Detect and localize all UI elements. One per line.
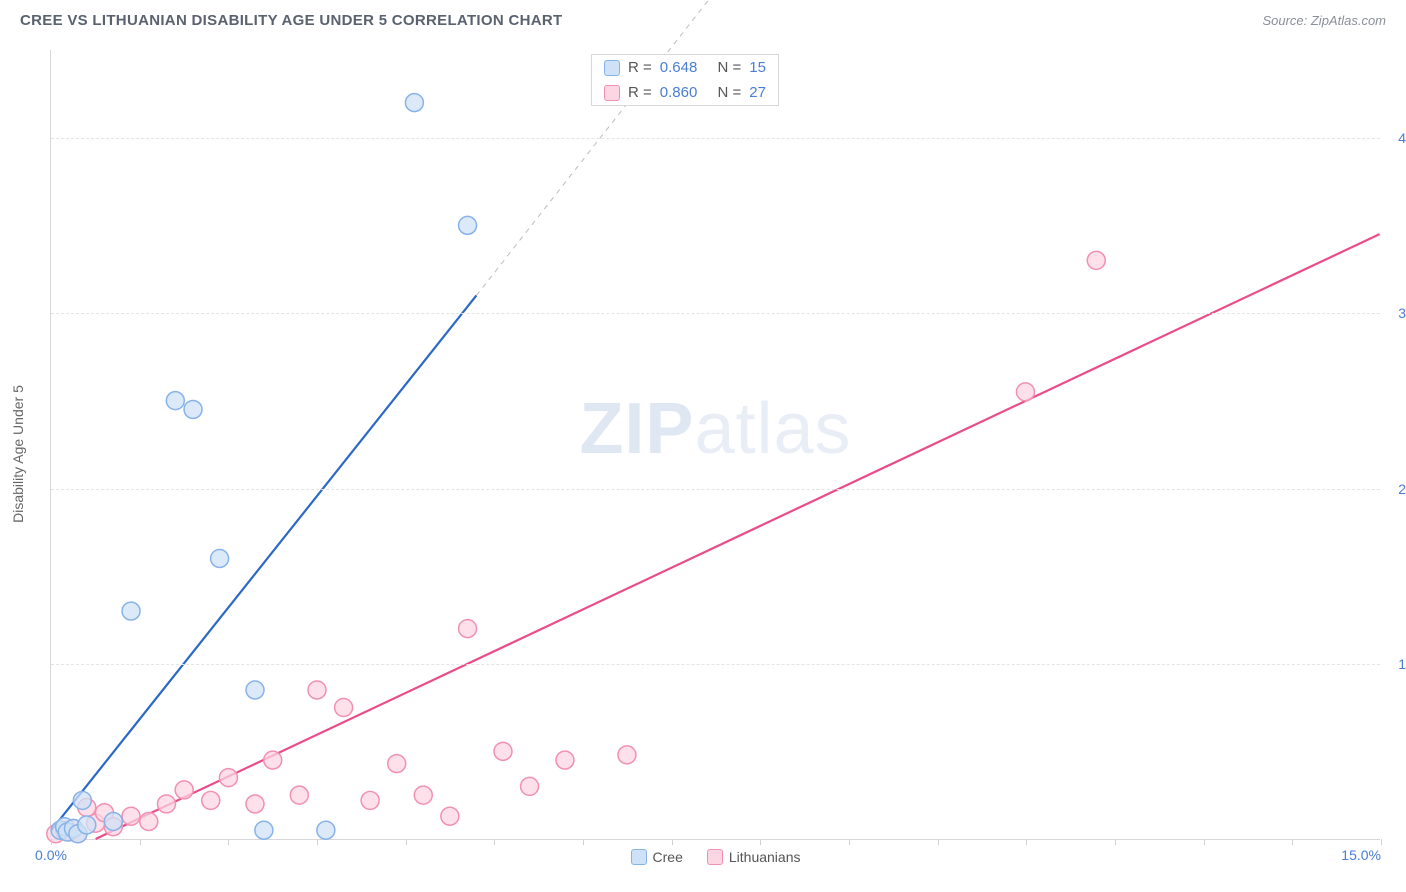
x-end-label: 15.0% [1341,847,1381,863]
r-label: R = [628,84,652,101]
x-tick [51,839,52,845]
x-tick [760,839,761,845]
gridline [51,664,1380,665]
x-tick [1026,839,1027,845]
legend-cree-label: Cree [653,849,683,865]
stats-row-lithuanians: R = 0.860 N = 27 [592,80,778,105]
x-tick [317,839,318,845]
cree-r-value: 0.648 [660,59,698,76]
correlation-stats-box: R = 0.648 N = 15 R = 0.860 N = 27 [591,54,779,106]
x-tick [228,839,229,845]
r-label: R = [628,59,652,76]
x-tick [583,839,584,845]
legend-item-cree: Cree [631,849,683,865]
x-tick [1381,839,1382,845]
legend-lithuanians-label: Lithuanians [729,849,801,865]
n-label: N = [717,59,741,76]
y-tick-label: 30.0% [1398,305,1406,321]
x-origin-label: 0.0% [35,847,67,863]
stats-row-cree: R = 0.648 N = 15 [592,55,778,80]
legend-item-lithuanians: Lithuanians [707,849,801,865]
scatter-plot-svg [51,50,1380,839]
lithuanians-legend-swatch-icon [707,849,723,865]
x-tick [849,839,850,845]
y-tick-label: 20.0% [1398,481,1406,497]
x-tick [494,839,495,845]
x-tick [1204,839,1205,845]
gridline [51,313,1380,314]
bottom-legend: Cree Lithuanians [631,849,801,865]
n-label: N = [717,84,741,101]
chart-plot-area: ZIPatlas R = 0.648 N = 15 R = 0.860 N = … [50,50,1380,840]
cree-legend-swatch-icon [631,849,647,865]
x-tick [1292,839,1293,845]
x-tick [938,839,939,845]
x-tick [140,839,141,845]
lithuanians-swatch-icon [604,85,620,101]
source-attribution: Source: ZipAtlas.com [1262,13,1386,28]
lithuanians-n-value: 27 [749,84,766,101]
gridline [51,489,1380,490]
cree-swatch-icon [604,60,620,76]
lithuanians-r-value: 0.860 [660,84,698,101]
x-tick [1115,839,1116,845]
y-axis-label: Disability Age Under 5 [10,385,26,523]
gridline [51,138,1380,139]
chart-title: CREE VS LITHUANIAN DISABILITY AGE UNDER … [20,12,562,29]
cree-n-value: 15 [749,59,766,76]
x-tick [406,839,407,845]
x-tick [672,839,673,845]
y-tick-label: 10.0% [1398,656,1406,672]
y-tick-label: 40.0% [1398,130,1406,146]
